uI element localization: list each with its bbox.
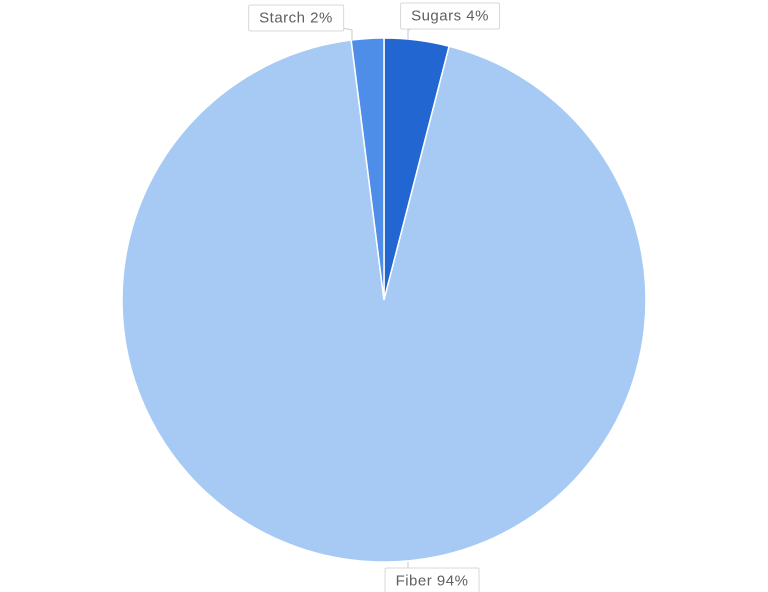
pie-svg — [0, 0, 768, 592]
slice-label-fiber: Fiber 94% — [385, 568, 480, 592]
slice-label-sugars: Sugars 4% — [400, 3, 500, 30]
pie-chart: Sugars 4% Fiber 94% Starch 2% — [0, 0, 768, 592]
slice-label-starch: Starch 2% — [248, 5, 344, 32]
